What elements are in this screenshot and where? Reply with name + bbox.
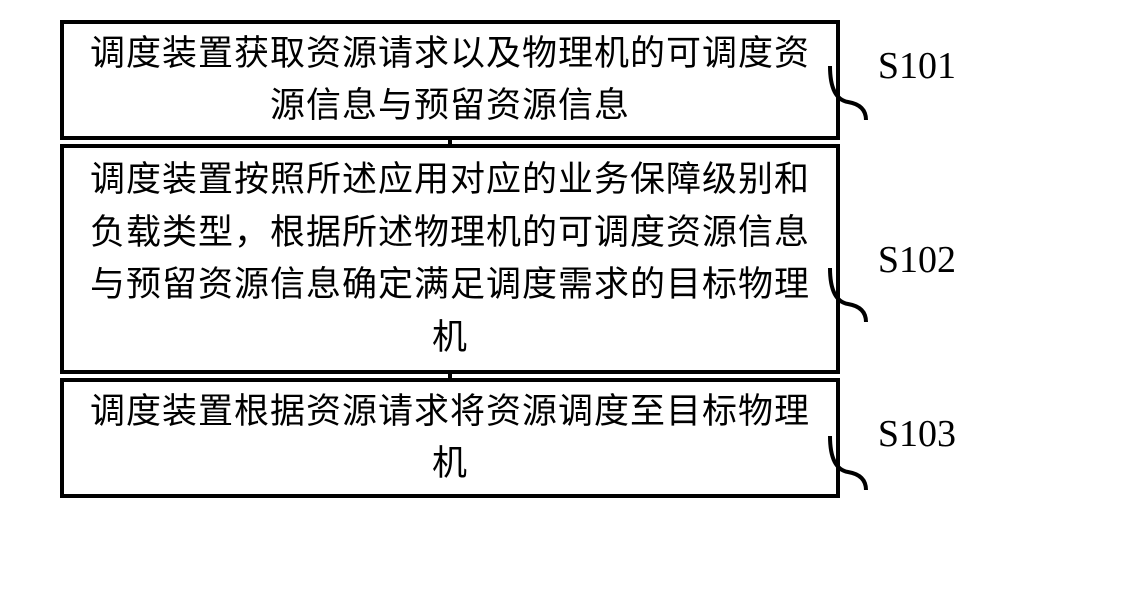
flowchart-diagram: 调度装置获取资源请求以及物理机的可调度资源信息与预留资源信息 S101 调度装置… <box>60 20 960 498</box>
connector-curve-s103 <box>828 434 876 494</box>
step-text-s103: 调度装置根据资源请求将资源调度至目标物理机 <box>88 386 812 491</box>
step-text-s101: 调度装置获取资源请求以及物理机的可调度资源信息与预留资源信息 <box>88 28 812 133</box>
step-box-s101: 调度装置获取资源请求以及物理机的可调度资源信息与预留资源信息 S101 <box>60 20 840 140</box>
step-label-s102: S102 <box>878 238 956 282</box>
step-label-s101: S101 <box>878 44 956 88</box>
step-text-s102: 调度装置按照所述应用对应的业务保障级别和负载类型，根据所述物理机的可调度资源信息… <box>88 154 812 364</box>
step-box-s103: 调度装置根据资源请求将资源调度至目标物理机 S103 <box>60 378 840 498</box>
connector-curve-s101 <box>828 64 876 124</box>
step-box-s102: 调度装置按照所述应用对应的业务保障级别和负载类型，根据所述物理机的可调度资源信息… <box>60 144 840 374</box>
connector-curve-s102 <box>828 266 876 326</box>
step-label-s103: S103 <box>878 412 956 456</box>
